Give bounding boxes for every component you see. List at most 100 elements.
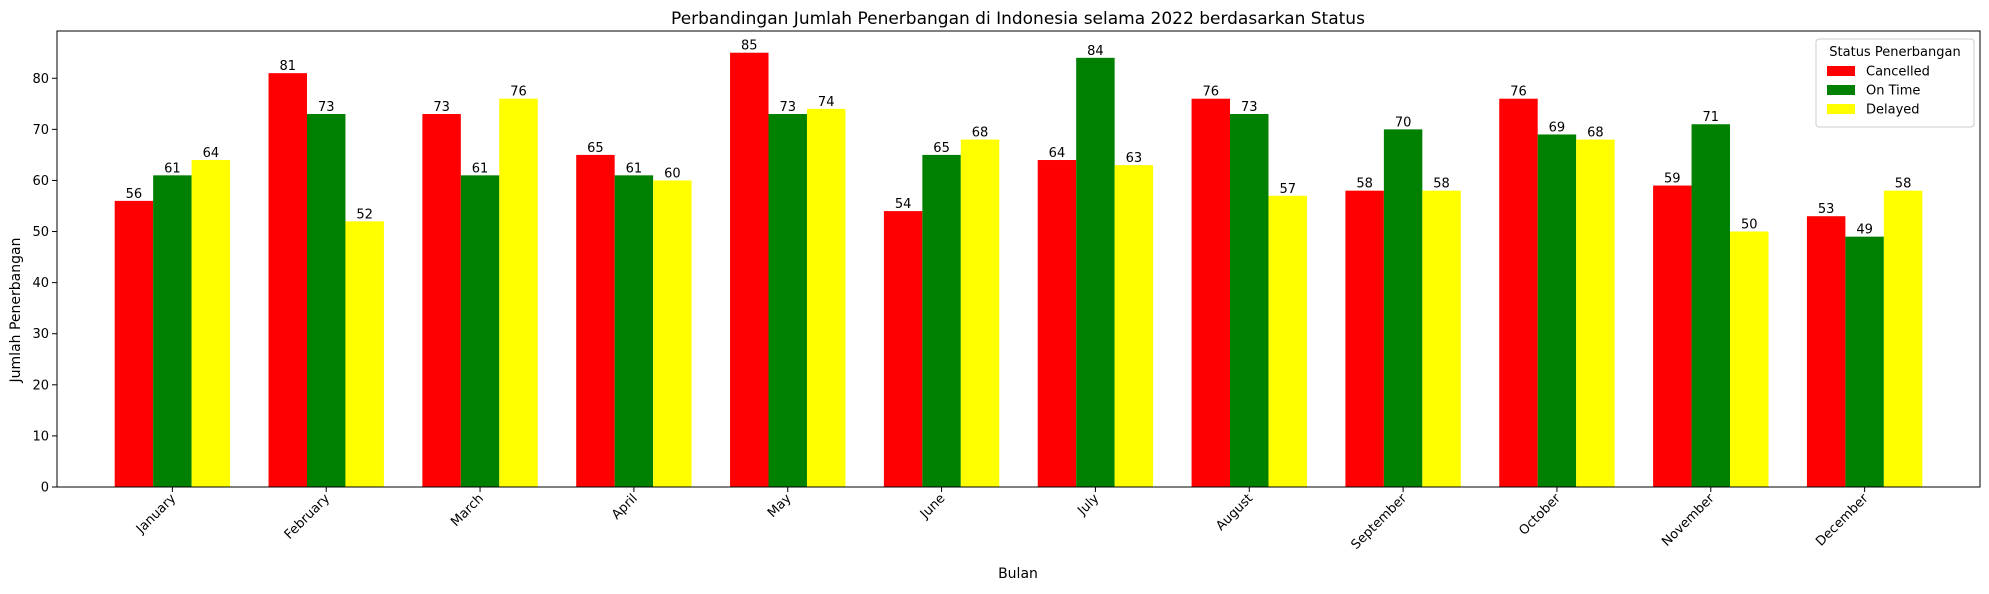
y-tick-label: 10 [32, 429, 49, 444]
legend-swatch [1827, 85, 1855, 95]
value-label: 73 [1241, 100, 1258, 115]
bar-on-time-march [460, 175, 500, 488]
bar-delayed-may [806, 108, 846, 488]
bar-cancelled-april [576, 154, 615, 487]
y-tick-label: 50 [32, 225, 49, 240]
x-tick-label: October [1516, 491, 1564, 539]
bar-cancelled-july [1037, 160, 1077, 487]
bar-delayed-october [1576, 139, 1615, 488]
x-tick-label: May [765, 491, 795, 521]
value-label: 59 [1664, 172, 1681, 187]
value-label: 57 [1279, 182, 1296, 197]
value-label: 70 [1395, 115, 1412, 130]
bar-delayed-april [653, 180, 692, 487]
value-label: 61 [472, 161, 489, 176]
bar-cancelled-february [268, 73, 307, 488]
value-label: 54 [895, 197, 912, 212]
bar-delayed-july [1114, 165, 1154, 487]
value-label: 68 [1587, 126, 1604, 141]
x-tick-label: June [917, 491, 948, 522]
bar-on-time-january [153, 175, 192, 488]
bar-delayed-november [1730, 231, 1769, 487]
value-label: 76 [1203, 85, 1220, 100]
y-tick-label: 80 [32, 72, 49, 87]
legend-entry-label: On Time [1866, 84, 1920, 99]
value-label: 58 [1356, 177, 1373, 192]
legend: Status Penerbangan Cancelled On Time Delay… [1815, 38, 1975, 128]
value-label: 60 [664, 166, 681, 181]
value-label: 64 [1049, 146, 1066, 161]
legend-swatch [1827, 66, 1855, 76]
x-ticks-layer: January February March April May June July Augu… [133, 487, 1872, 553]
value-label: 84 [1087, 44, 1104, 59]
plot-frame [56, 30, 1981, 488]
x-tick-label: August [1213, 491, 1256, 534]
legend-entry-label: Delayed [1866, 103, 1920, 118]
x-tick-label: March [448, 491, 487, 530]
value-labels-layer: 56 81 73 65 85 54 64 76 58 76 59 53 61 73 61 61 73 65 84 73… [126, 39, 1912, 238]
value-label: 81 [279, 59, 296, 74]
value-label: 61 [626, 161, 643, 176]
bar-on-time-december [1845, 236, 1884, 487]
y-tick-label: 0 [41, 481, 49, 496]
bar-delayed-february [345, 221, 384, 487]
bar-on-time-may [768, 114, 807, 487]
bar-delayed-december [1883, 190, 1923, 487]
bar-cancelled-september [1345, 190, 1384, 487]
bar-cancelled-december [1806, 216, 1846, 487]
bar-cancelled-may [730, 52, 769, 487]
x-tick-label: January [133, 491, 179, 537]
bar-on-time-february [306, 114, 346, 487]
legend-entries: Cancelled On Time Delayed [1827, 65, 1930, 118]
value-label: 63 [1126, 151, 1143, 166]
bar-on-time-september [1383, 129, 1423, 487]
y-tick-label: 60 [32, 174, 49, 189]
bar-delayed-january [191, 160, 231, 487]
bar-cancelled-november [1653, 185, 1692, 487]
legend-title: Status Penerbangan [1829, 45, 1960, 60]
value-label: 56 [126, 187, 143, 202]
bar-on-time-august [1230, 114, 1269, 487]
bar-on-time-april [614, 175, 654, 488]
value-label: 53 [1818, 202, 1835, 217]
y-tick-label: 70 [32, 123, 49, 138]
bar-delayed-june [960, 139, 1000, 488]
bar-on-time-june [922, 154, 961, 487]
value-label: 61 [164, 161, 181, 176]
bar-delayed-march [499, 98, 538, 487]
bars-layer [114, 52, 1923, 488]
y-tick-label: 30 [32, 327, 49, 342]
legend-swatch [1827, 104, 1855, 114]
x-tick-label: November [1659, 491, 1718, 550]
value-label: 73 [318, 100, 335, 115]
y-ticks-layer: 0 10 20 30 40 50 60 70 80 [32, 72, 57, 496]
value-label: 76 [1510, 85, 1527, 100]
x-tick-label: April [609, 491, 641, 523]
value-label: 69 [1549, 120, 1566, 135]
x-tick-label: February [282, 491, 334, 543]
bar-delayed-september [1422, 190, 1461, 487]
bar-on-time-july [1076, 57, 1115, 488]
bar-delayed-august [1268, 195, 1307, 487]
value-label: 68 [972, 126, 989, 141]
bar-on-time-october [1537, 134, 1577, 487]
value-label: 58 [1433, 177, 1450, 192]
value-label: 64 [203, 146, 220, 161]
value-label: 71 [1703, 110, 1720, 125]
y-axis-label: Jumlah Penerbangan [8, 238, 24, 384]
value-label: 49 [1856, 223, 1873, 238]
bar-cancelled-june [883, 211, 923, 488]
value-label: 85 [741, 39, 758, 54]
bar-on-time-november [1691, 124, 1731, 487]
bar-cancelled-october [1499, 98, 1538, 487]
x-tick-label: July [1074, 491, 1102, 519]
y-tick-label: 40 [32, 276, 49, 291]
legend-box [1815, 38, 1975, 128]
value-label: 76 [510, 85, 527, 100]
value-label: 65 [587, 141, 604, 156]
bar-cancelled-march [422, 114, 461, 487]
y-tick-label: 20 [32, 378, 49, 393]
value-label: 65 [933, 141, 950, 156]
